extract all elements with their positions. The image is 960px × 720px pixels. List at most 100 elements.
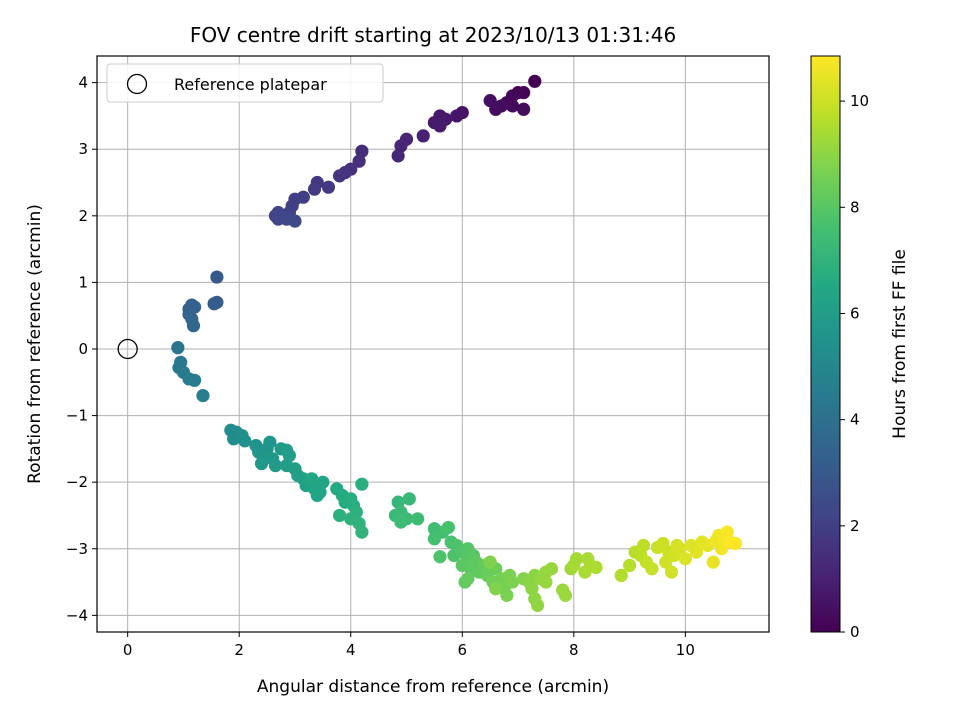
legend-box xyxy=(106,63,384,103)
colorbar-gradient xyxy=(810,55,841,633)
data-point xyxy=(263,435,277,449)
data-point xyxy=(517,102,531,116)
data-point xyxy=(196,389,210,403)
data-point xyxy=(528,74,542,88)
data-point xyxy=(450,109,464,123)
colorbar-tick-label: 0 xyxy=(850,623,860,641)
data-point xyxy=(433,119,447,133)
plot-frame xyxy=(96,55,770,633)
y-tick-label: 2 xyxy=(78,207,88,225)
y-tick-label: −4 xyxy=(66,606,88,624)
legend-label: Reference platepar xyxy=(174,75,327,94)
x-axis-label: Angular distance from reference (arcmin) xyxy=(257,677,609,697)
colorbar-tick-label: 10 xyxy=(850,92,869,110)
data-point xyxy=(720,525,734,539)
data-point xyxy=(689,545,704,559)
data-point xyxy=(391,149,405,163)
data-point xyxy=(238,434,252,448)
data-point xyxy=(207,297,221,311)
data-point xyxy=(525,582,539,596)
data-point xyxy=(489,582,503,596)
x-tick-label: 8 xyxy=(569,641,579,659)
x-tick-label: 4 xyxy=(346,641,356,659)
colorbar-tick-label: 2 xyxy=(850,517,860,535)
colorbar-tick-label: 8 xyxy=(850,198,860,216)
data-point xyxy=(355,525,369,539)
chart-title: FOV centre drift starting at 2023/10/13 … xyxy=(190,23,676,47)
data-point xyxy=(316,475,330,489)
data-point xyxy=(622,558,637,573)
data-point xyxy=(728,536,743,551)
x-axis-ticks: 0 2 4 6 8 10 xyxy=(123,632,695,659)
data-point xyxy=(570,552,584,566)
data-point xyxy=(500,588,514,602)
data-point xyxy=(706,555,720,569)
x-tick-label: 6 xyxy=(458,641,468,659)
colorbar-label: Hours from first FF file xyxy=(890,249,910,439)
y-tick-label: 1 xyxy=(78,273,88,291)
legend: Reference platepar xyxy=(106,63,384,103)
data-point xyxy=(282,448,296,463)
legend-marker-icon xyxy=(126,73,148,95)
data-point xyxy=(673,542,687,556)
data-point xyxy=(614,568,628,582)
data-point xyxy=(305,472,319,486)
y-axis-label: Rotation from reference (arcmin) xyxy=(25,204,45,484)
colorbar-tick-label: 6 xyxy=(850,304,860,322)
data-point xyxy=(254,456,269,471)
data-point xyxy=(483,94,497,108)
data-point xyxy=(321,180,336,194)
y-tick-label: −3 xyxy=(66,540,88,558)
data-point xyxy=(539,575,553,589)
data-points xyxy=(171,74,743,612)
colorbar: 0 2 4 6 8 10 Hours from first FF file xyxy=(810,55,910,641)
x-tick-label: 2 xyxy=(234,641,244,659)
data-point xyxy=(678,552,692,566)
data-point xyxy=(664,565,679,579)
data-point xyxy=(589,560,603,575)
data-point xyxy=(433,550,447,564)
y-axis-ticks: −4 −3 −2 −1 0 1 2 3 4 xyxy=(66,74,97,624)
data-point xyxy=(307,182,322,196)
data-point xyxy=(483,555,497,569)
data-point xyxy=(171,341,185,355)
data-point xyxy=(187,373,202,387)
data-point xyxy=(402,492,416,506)
y-tick-label: −2 xyxy=(66,473,88,491)
data-point xyxy=(394,515,408,529)
data-point xyxy=(530,598,545,612)
data-point xyxy=(310,488,324,503)
data-point xyxy=(332,508,347,523)
x-tick-label: 0 xyxy=(123,641,133,659)
data-point xyxy=(268,458,283,473)
data-point xyxy=(391,495,405,509)
data-point xyxy=(505,99,520,113)
data-point xyxy=(210,270,224,284)
data-point xyxy=(355,477,369,491)
reference-point-marker xyxy=(117,338,138,360)
colorbar-tick-label: 4 xyxy=(850,411,860,429)
data-point xyxy=(636,538,651,553)
data-point xyxy=(458,575,472,589)
y-tick-label: 0 xyxy=(78,340,88,358)
data-point xyxy=(416,129,430,143)
data-point xyxy=(558,588,573,602)
data-point xyxy=(332,169,347,183)
grid xyxy=(97,56,769,632)
data-point xyxy=(288,214,302,228)
y-tick-label: 4 xyxy=(78,74,88,92)
data-point xyxy=(503,568,517,582)
data-point xyxy=(186,319,201,333)
data-point xyxy=(544,562,559,576)
x-tick-label: 10 xyxy=(676,641,695,659)
data-point xyxy=(352,154,366,168)
data-point xyxy=(394,139,408,153)
data-point xyxy=(645,562,659,576)
y-tick-label: −1 xyxy=(66,407,88,425)
data-point xyxy=(355,144,369,158)
colorbar-ticks: 0 2 4 6 8 10 xyxy=(840,92,869,641)
data-point xyxy=(411,512,425,526)
data-point xyxy=(427,532,441,546)
data-point xyxy=(441,520,455,535)
